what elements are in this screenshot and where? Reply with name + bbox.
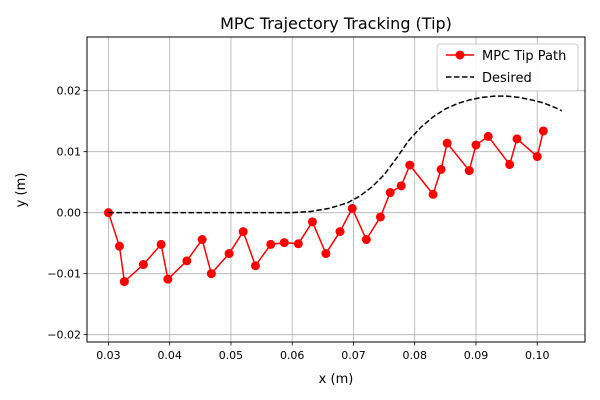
data-point bbox=[293, 239, 303, 249]
axis-ticks: 0.03 0.04 0.05 0.06 0.07 0.08 0.09 0.10 −0.02 −0.… bbox=[47, 85, 549, 362]
data-point bbox=[405, 160, 415, 170]
data-point bbox=[428, 189, 438, 199]
data-point bbox=[138, 260, 148, 270]
data-point bbox=[464, 166, 474, 176]
legend-label-mpc: MPC Tip Path bbox=[482, 49, 566, 64]
data-point bbox=[532, 152, 542, 162]
data-point bbox=[307, 217, 317, 227]
y-axis-label: y (m) bbox=[14, 173, 29, 208]
plot-data bbox=[103, 95, 563, 287]
y-tick-label: 0.00 bbox=[57, 207, 82, 220]
data-point bbox=[321, 249, 331, 259]
x-tick-label: 0.06 bbox=[280, 349, 305, 362]
x-tick-label: 0.05 bbox=[219, 349, 244, 362]
series-line-0 bbox=[107, 130, 545, 283]
data-point bbox=[224, 249, 234, 259]
data-point bbox=[385, 188, 395, 198]
data-point bbox=[361, 235, 371, 245]
x-tick-label: 0.03 bbox=[96, 349, 121, 362]
series-line-1 bbox=[108, 95, 563, 214]
data-point bbox=[279, 238, 289, 248]
legend-marker-mpc bbox=[455, 50, 465, 60]
y-tick-label: 0.01 bbox=[57, 146, 82, 159]
y-tick-label: −0.01 bbox=[47, 268, 81, 281]
data-point bbox=[119, 277, 129, 287]
x-tick-label: 0.08 bbox=[402, 349, 427, 362]
data-point bbox=[347, 203, 357, 213]
plot-frame bbox=[86, 36, 586, 343]
x-tick-label: 0.04 bbox=[157, 349, 182, 362]
y-tick-label: −0.02 bbox=[47, 329, 81, 342]
data-point bbox=[483, 131, 493, 141]
x-tick-label: 0.10 bbox=[525, 349, 550, 362]
y-tick-label: 0.02 bbox=[57, 85, 82, 98]
data-point bbox=[163, 274, 173, 284]
data-point bbox=[442, 138, 452, 148]
data-point bbox=[156, 239, 166, 249]
data-point bbox=[206, 269, 216, 279]
data-point bbox=[250, 261, 260, 271]
data-point bbox=[471, 140, 481, 150]
data-point bbox=[505, 159, 515, 169]
data-point bbox=[238, 227, 248, 237]
x-axis-label: x (m) bbox=[319, 372, 354, 387]
x-tick-label: 0.07 bbox=[341, 349, 366, 362]
data-point bbox=[436, 164, 446, 174]
legend: MPC Tip Path Desired bbox=[436, 43, 579, 92]
data-point bbox=[396, 181, 406, 191]
data-point bbox=[335, 227, 345, 237]
data-point bbox=[538, 126, 548, 136]
data-point bbox=[197, 235, 207, 245]
data-point bbox=[266, 239, 276, 249]
data-point bbox=[182, 256, 192, 266]
x-tick-label: 0.09 bbox=[464, 349, 489, 362]
data-point bbox=[114, 241, 124, 251]
chart-title: MPC Trajectory Tracking (Tip) bbox=[220, 14, 452, 33]
data-point bbox=[375, 212, 385, 222]
data-point bbox=[512, 134, 522, 144]
data-point bbox=[103, 208, 113, 218]
legend-label-desired: Desired bbox=[482, 71, 532, 86]
